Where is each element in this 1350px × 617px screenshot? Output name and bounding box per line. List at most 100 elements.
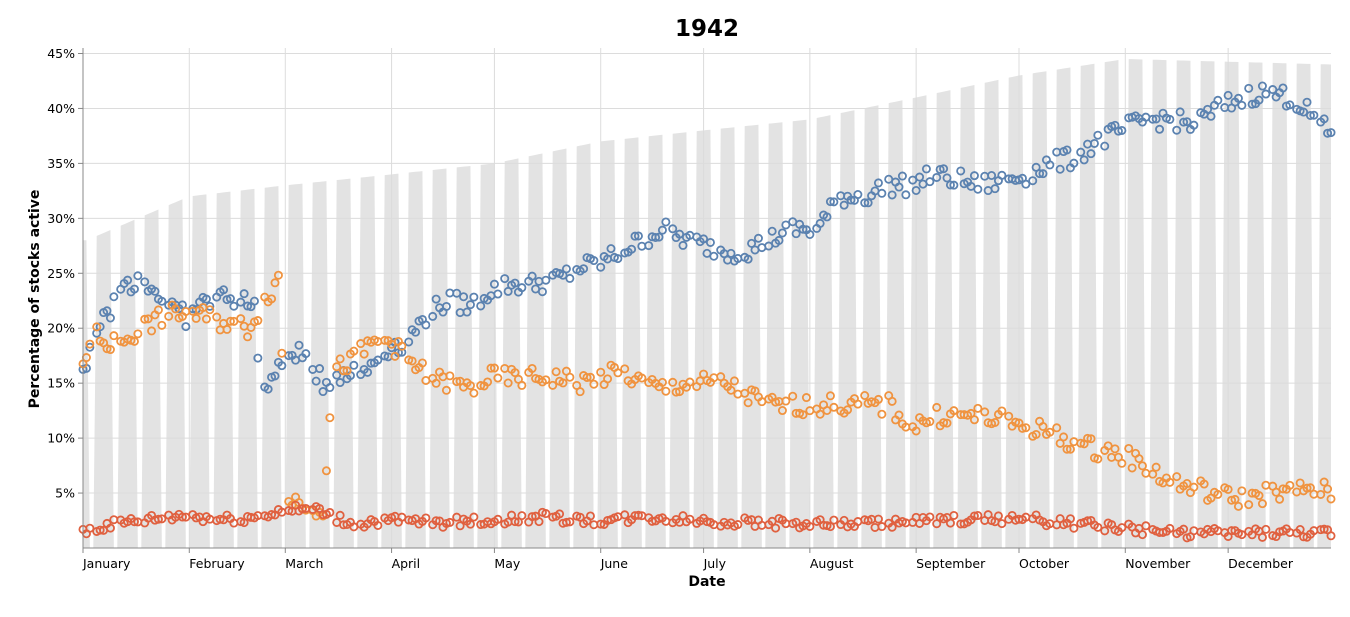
data-point bbox=[1323, 484, 1333, 494]
data-point bbox=[541, 375, 551, 385]
data-point bbox=[373, 355, 383, 365]
data-point bbox=[1223, 484, 1233, 494]
data-point bbox=[990, 417, 1000, 427]
data-point bbox=[1247, 99, 1257, 109]
data-point bbox=[1326, 531, 1336, 541]
data-point bbox=[1326, 494, 1336, 504]
data-point bbox=[171, 304, 181, 314]
x-tick-label: May bbox=[494, 556, 520, 571]
data-point bbox=[1155, 124, 1165, 134]
data-point bbox=[589, 256, 599, 266]
data-point bbox=[301, 349, 311, 359]
data-point bbox=[1254, 95, 1264, 105]
data-point bbox=[1223, 90, 1233, 100]
data-point bbox=[939, 164, 949, 174]
data-point bbox=[973, 403, 983, 413]
data-point bbox=[973, 511, 983, 521]
data-point bbox=[102, 306, 112, 316]
x-tick-label: March bbox=[285, 556, 323, 571]
data-point bbox=[997, 406, 1007, 416]
data-point bbox=[335, 378, 345, 388]
data-point bbox=[1083, 433, 1093, 443]
data-point bbox=[1134, 454, 1144, 464]
data-point bbox=[949, 406, 959, 416]
data-point bbox=[150, 286, 160, 296]
data-point bbox=[1305, 111, 1315, 121]
data-point bbox=[1165, 114, 1175, 124]
data-point bbox=[606, 244, 616, 254]
data-point bbox=[555, 509, 565, 519]
data-point bbox=[236, 297, 246, 307]
data-point bbox=[363, 367, 373, 377]
data-point bbox=[825, 522, 835, 532]
data-point bbox=[297, 504, 307, 514]
data-point bbox=[1175, 107, 1185, 117]
data-point bbox=[177, 512, 187, 522]
data-point bbox=[1069, 158, 1079, 168]
data-point bbox=[969, 415, 979, 425]
data-point bbox=[945, 180, 955, 190]
data-point bbox=[969, 171, 979, 181]
data-point bbox=[1237, 530, 1247, 540]
data-point bbox=[469, 388, 479, 398]
data-point bbox=[825, 391, 835, 401]
data-point bbox=[1179, 117, 1189, 127]
data-point bbox=[1137, 530, 1147, 540]
data-point bbox=[887, 190, 897, 200]
data-point bbox=[1151, 462, 1161, 472]
data-point bbox=[493, 289, 503, 299]
background-area bbox=[83, 59, 1331, 548]
data-point bbox=[1278, 484, 1288, 494]
data-point bbox=[469, 512, 479, 522]
data-point bbox=[267, 510, 277, 520]
data-point bbox=[1045, 160, 1055, 170]
data-point bbox=[129, 517, 139, 527]
data-point bbox=[932, 172, 942, 182]
data-point bbox=[901, 190, 911, 200]
data-point bbox=[243, 301, 253, 311]
data-point bbox=[325, 507, 335, 517]
data-point bbox=[1326, 128, 1336, 138]
data-point bbox=[359, 349, 369, 359]
data-point bbox=[153, 305, 163, 315]
data-point bbox=[753, 233, 763, 243]
data-point bbox=[537, 287, 547, 297]
data-point bbox=[822, 405, 832, 415]
data-point bbox=[846, 195, 856, 205]
data-point bbox=[445, 371, 455, 381]
data-point bbox=[476, 301, 486, 311]
data-point bbox=[801, 393, 811, 403]
x-tick-label: July bbox=[703, 556, 727, 571]
data-point bbox=[551, 367, 561, 377]
data-point bbox=[157, 514, 167, 524]
y-tick-label: 45% bbox=[47, 46, 75, 61]
x-tick-label: October bbox=[1019, 556, 1070, 571]
y-axis-label: Percentage of stocks active bbox=[27, 190, 43, 409]
data-point bbox=[270, 371, 280, 381]
data-point bbox=[911, 185, 921, 195]
data-point bbox=[534, 517, 544, 527]
data-point bbox=[877, 409, 887, 419]
data-point bbox=[915, 172, 925, 182]
data-point bbox=[483, 377, 493, 387]
data-point bbox=[222, 324, 232, 334]
data-point bbox=[805, 229, 815, 239]
data-point bbox=[767, 226, 777, 236]
y-tick-label: 35% bbox=[47, 156, 75, 171]
data-point bbox=[503, 378, 513, 388]
data-point bbox=[1117, 523, 1127, 533]
data-point bbox=[877, 522, 887, 532]
series-2 bbox=[78, 270, 1336, 521]
data-point bbox=[380, 335, 390, 345]
data-point bbox=[1052, 423, 1062, 433]
data-point bbox=[1021, 423, 1031, 433]
data-point bbox=[1076, 438, 1086, 448]
data-point bbox=[1038, 169, 1048, 179]
data-point bbox=[585, 511, 595, 521]
data-point bbox=[527, 271, 537, 281]
series-1 bbox=[78, 81, 1336, 397]
data-point bbox=[1079, 155, 1089, 165]
data-point bbox=[620, 510, 630, 520]
data-point bbox=[342, 366, 352, 376]
data-point bbox=[1257, 499, 1267, 509]
